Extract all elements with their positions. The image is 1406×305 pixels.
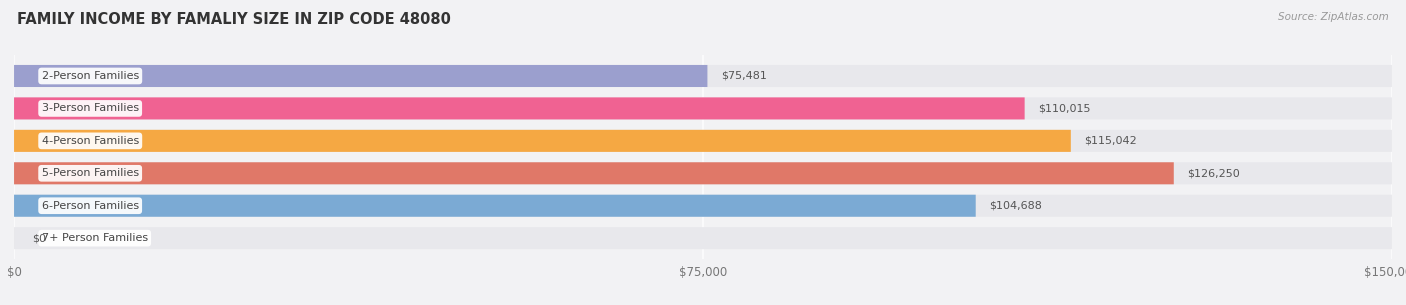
Text: 2-Person Families: 2-Person Families — [42, 71, 139, 81]
Text: 7+ Person Families: 7+ Person Families — [42, 233, 148, 243]
Text: $110,015: $110,015 — [1039, 103, 1091, 113]
Text: Source: ZipAtlas.com: Source: ZipAtlas.com — [1278, 12, 1389, 22]
Text: 6-Person Families: 6-Person Families — [42, 201, 139, 211]
FancyBboxPatch shape — [14, 195, 1392, 217]
Text: 5-Person Families: 5-Person Families — [42, 168, 139, 178]
Text: 3-Person Families: 3-Person Families — [42, 103, 139, 113]
Text: $0: $0 — [32, 233, 46, 243]
FancyBboxPatch shape — [14, 130, 1392, 152]
Text: $75,481: $75,481 — [721, 71, 768, 81]
Text: 4-Person Families: 4-Person Families — [42, 136, 139, 146]
FancyBboxPatch shape — [14, 195, 976, 217]
FancyBboxPatch shape — [14, 97, 1392, 120]
Text: FAMILY INCOME BY FAMALIY SIZE IN ZIP CODE 48080: FAMILY INCOME BY FAMALIY SIZE IN ZIP COD… — [17, 12, 451, 27]
Text: $104,688: $104,688 — [990, 201, 1042, 211]
Text: $115,042: $115,042 — [1084, 136, 1137, 146]
FancyBboxPatch shape — [14, 162, 1174, 184]
FancyBboxPatch shape — [14, 162, 1392, 184]
Text: $126,250: $126,250 — [1188, 168, 1240, 178]
FancyBboxPatch shape — [14, 97, 1025, 120]
FancyBboxPatch shape — [14, 130, 1071, 152]
FancyBboxPatch shape — [14, 65, 707, 87]
FancyBboxPatch shape — [14, 227, 1392, 249]
FancyBboxPatch shape — [14, 65, 1392, 87]
